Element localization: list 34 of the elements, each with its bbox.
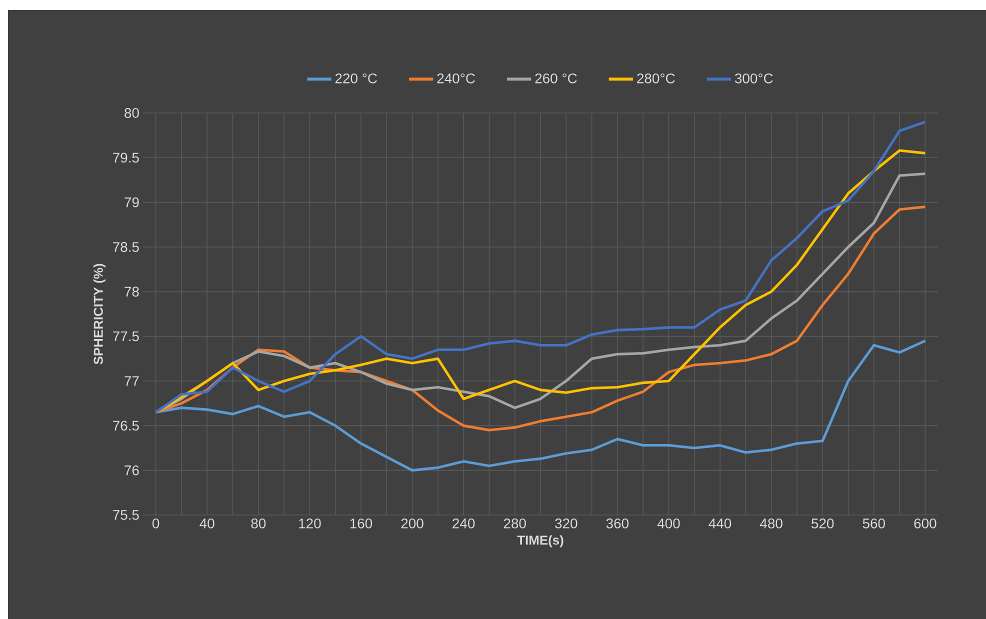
x-tick-label: 200	[401, 518, 424, 528]
y-tick-label: 75.5	[113, 510, 139, 520]
legend-label: 300°C	[734, 73, 773, 84]
x-tick-label: 120	[299, 518, 321, 528]
y-tick-label: 80	[124, 108, 139, 118]
y-tick-label: 77.5	[113, 331, 139, 342]
x-tick-label: 440	[708, 518, 732, 528]
x-tick-label: 40	[200, 518, 214, 528]
x-tick-label: 0	[152, 518, 160, 528]
x-tick-label: 240	[452, 518, 475, 528]
x-tick-label: 320	[555, 518, 578, 528]
y-tick-label: 79.5	[113, 152, 139, 163]
legend-label: 260 °C	[535, 73, 577, 84]
y-axis-title: SPHERICITY (%)	[93, 264, 106, 364]
x-tick-label: 160	[350, 518, 372, 528]
x-axis-title: TIME(s)	[517, 535, 564, 548]
y-tick-label: 79	[124, 197, 139, 208]
x-tick-label: 600	[914, 518, 936, 528]
legend-label: 280°C	[637, 73, 675, 84]
x-tick-label: 560	[862, 518, 885, 528]
x-tick-label: 400	[657, 518, 680, 528]
y-tick-label: 76.5	[113, 420, 139, 431]
x-tick-label: 80	[251, 518, 266, 528]
y-tick-label: 78	[124, 286, 139, 297]
y-tick-label: 76	[124, 465, 139, 476]
x-tick-label: 480	[760, 518, 782, 528]
x-tick-label: 360	[606, 518, 629, 528]
x-tick-label: 520	[812, 518, 834, 528]
line-series	[154, 340, 926, 472]
legend-label: 220 °C	[335, 73, 377, 84]
y-tick-label: 78.5	[113, 242, 139, 252]
legend-label: 240°C	[437, 73, 475, 84]
x-tick-label: 280	[504, 518, 526, 528]
y-tick-label: 77	[124, 376, 139, 386]
